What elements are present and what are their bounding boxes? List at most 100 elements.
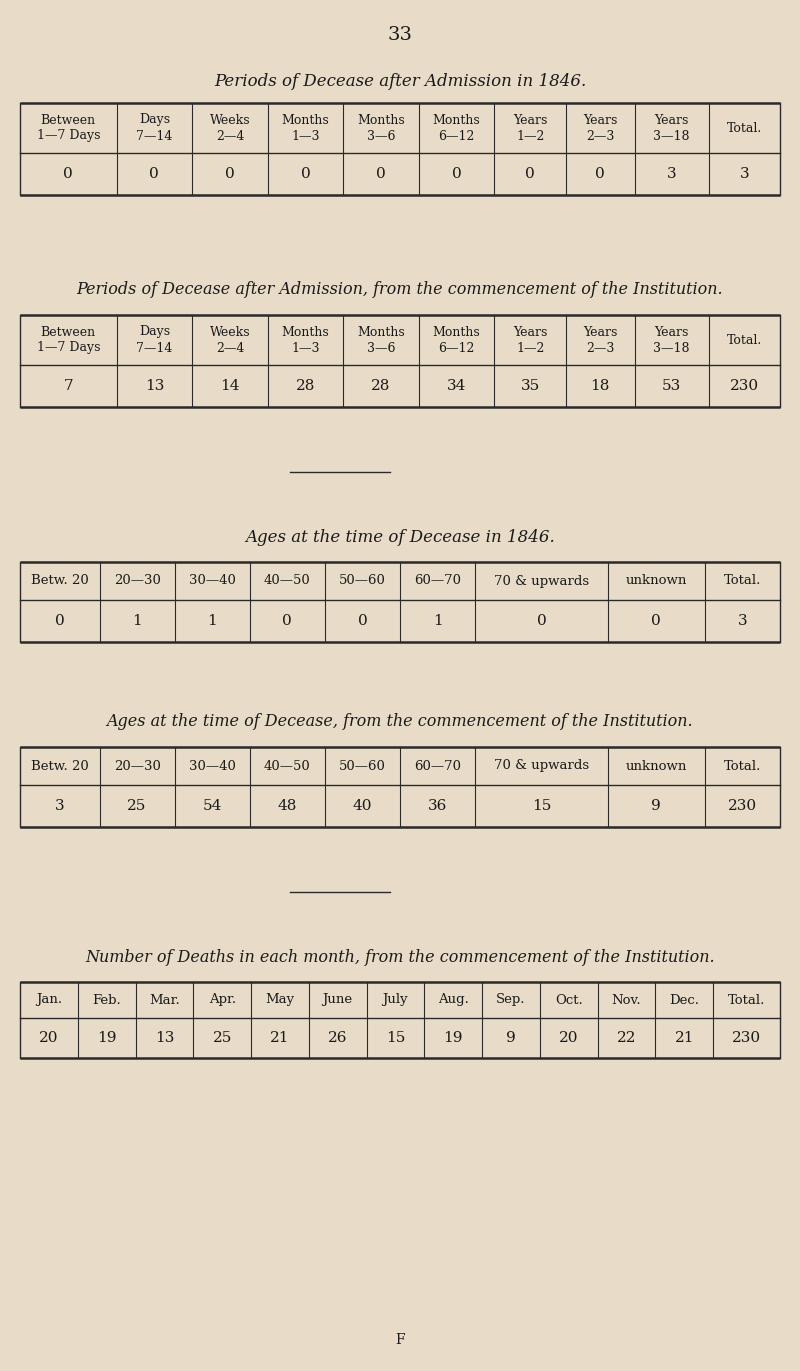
Text: Months
1—3: Months 1—3 <box>282 114 330 143</box>
Text: Jan.: Jan. <box>36 994 62 1006</box>
Text: Ages at the time of Decease in 1846.: Ages at the time of Decease in 1846. <box>245 528 555 546</box>
Text: 0: 0 <box>595 167 605 181</box>
Text: Total.: Total. <box>728 994 766 1006</box>
Text: 15: 15 <box>532 799 551 813</box>
Text: 33: 33 <box>387 26 413 44</box>
Text: 0: 0 <box>150 167 159 181</box>
Text: June: June <box>322 994 353 1006</box>
Text: Weeks
2—4: Weeks 2—4 <box>210 114 250 143</box>
Text: Months
3—6: Months 3—6 <box>358 114 405 143</box>
Text: 26: 26 <box>328 1031 347 1045</box>
Text: 0: 0 <box>225 167 235 181</box>
Text: 0: 0 <box>526 167 535 181</box>
Text: Years
3—18: Years 3—18 <box>654 325 690 355</box>
Text: 0: 0 <box>452 167 462 181</box>
Text: 40—50: 40—50 <box>264 574 310 588</box>
Text: Years
2—3: Years 2—3 <box>583 325 618 355</box>
Text: Aug.: Aug. <box>438 994 469 1006</box>
Text: Months
6—12: Months 6—12 <box>433 114 481 143</box>
Text: 0: 0 <box>63 167 73 181</box>
Text: 18: 18 <box>590 378 610 393</box>
Text: Number of Deaths in each month, from the commencement of the Institution.: Number of Deaths in each month, from the… <box>85 949 715 965</box>
Text: Years
3—18: Years 3—18 <box>654 114 690 143</box>
Text: 21: 21 <box>674 1031 694 1045</box>
Text: Periods of Decease after Admission in 1846.: Periods of Decease after Admission in 18… <box>214 74 586 90</box>
Text: 3: 3 <box>667 167 677 181</box>
Text: 1: 1 <box>132 614 142 628</box>
Text: 60—70: 60—70 <box>414 760 461 772</box>
Text: 230: 230 <box>730 378 759 393</box>
Text: Total.: Total. <box>726 122 762 134</box>
Text: 15: 15 <box>386 1031 405 1045</box>
Text: 0: 0 <box>376 167 386 181</box>
Text: 36: 36 <box>428 799 447 813</box>
Text: 20: 20 <box>559 1031 578 1045</box>
Text: 0: 0 <box>537 614 546 628</box>
Text: Total.: Total. <box>724 574 761 588</box>
Text: 40: 40 <box>353 799 372 813</box>
Text: 14: 14 <box>220 378 240 393</box>
Text: Days
7—14: Days 7—14 <box>136 325 173 355</box>
Text: 19: 19 <box>443 1031 463 1045</box>
Text: F: F <box>395 1333 405 1346</box>
Text: 1: 1 <box>207 614 217 628</box>
Text: Ages at the time of Decease, from the commencement of the Institution.: Ages at the time of Decease, from the co… <box>106 713 694 731</box>
Text: Betw. 20: Betw. 20 <box>31 760 89 772</box>
Text: July: July <box>382 994 408 1006</box>
Text: May: May <box>266 994 294 1006</box>
Text: 20: 20 <box>39 1031 58 1045</box>
Text: 3: 3 <box>55 799 65 813</box>
Text: 50—60: 50—60 <box>339 760 386 772</box>
Text: Years
1—2: Years 1—2 <box>513 114 547 143</box>
Text: 70 & upwards: 70 & upwards <box>494 760 589 772</box>
Text: Nov.: Nov. <box>612 994 642 1006</box>
Text: 25: 25 <box>213 1031 232 1045</box>
Text: 7: 7 <box>63 378 73 393</box>
Text: 28: 28 <box>296 378 315 393</box>
Text: Days
7—14: Days 7—14 <box>136 114 173 143</box>
Text: 48: 48 <box>278 799 297 813</box>
Text: 20—30: 20—30 <box>114 574 161 588</box>
Text: Sep.: Sep. <box>496 994 526 1006</box>
Text: Months
1—3: Months 1—3 <box>282 325 330 355</box>
Text: 20—30: 20—30 <box>114 760 161 772</box>
Text: 60—70: 60—70 <box>414 574 461 588</box>
Text: 0: 0 <box>651 614 661 628</box>
Text: 34: 34 <box>447 378 466 393</box>
Text: Feb.: Feb. <box>92 994 121 1006</box>
Text: 30—40: 30—40 <box>189 760 236 772</box>
Text: 50—60: 50—60 <box>339 574 386 588</box>
Text: 40—50: 40—50 <box>264 760 310 772</box>
Text: Total.: Total. <box>726 333 762 347</box>
Text: Betw. 20: Betw. 20 <box>31 574 89 588</box>
Text: Apr.: Apr. <box>209 994 236 1006</box>
Text: 0: 0 <box>358 614 367 628</box>
Text: 54: 54 <box>202 799 222 813</box>
Text: unknown: unknown <box>626 574 687 588</box>
Text: 13: 13 <box>145 378 164 393</box>
Text: Months
6—12: Months 6—12 <box>433 325 481 355</box>
Text: unknown: unknown <box>626 760 687 772</box>
Text: 19: 19 <box>97 1031 116 1045</box>
Text: Periods of Decease after Admission, from the commencement of the Institution.: Periods of Decease after Admission, from… <box>77 281 723 299</box>
Text: 0: 0 <box>55 614 65 628</box>
Text: Between
1—7 Days: Between 1—7 Days <box>37 325 100 355</box>
Text: 0: 0 <box>282 614 292 628</box>
Text: Total.: Total. <box>724 760 761 772</box>
Text: Weeks
2—4: Weeks 2—4 <box>210 325 250 355</box>
Text: Years
2—3: Years 2—3 <box>583 114 618 143</box>
Text: Mar.: Mar. <box>149 994 180 1006</box>
Text: 3: 3 <box>739 167 749 181</box>
Text: Years
1—2: Years 1—2 <box>513 325 547 355</box>
Text: 230: 230 <box>728 799 757 813</box>
Text: Between
1—7 Days: Between 1—7 Days <box>37 114 100 143</box>
Text: 0: 0 <box>301 167 310 181</box>
Text: 25: 25 <box>127 799 146 813</box>
Text: 21: 21 <box>270 1031 290 1045</box>
Text: 70 & upwards: 70 & upwards <box>494 574 589 588</box>
Text: 3: 3 <box>738 614 747 628</box>
Text: 9: 9 <box>651 799 661 813</box>
Text: 9: 9 <box>506 1031 516 1045</box>
Text: 13: 13 <box>154 1031 174 1045</box>
Text: 28: 28 <box>371 378 390 393</box>
